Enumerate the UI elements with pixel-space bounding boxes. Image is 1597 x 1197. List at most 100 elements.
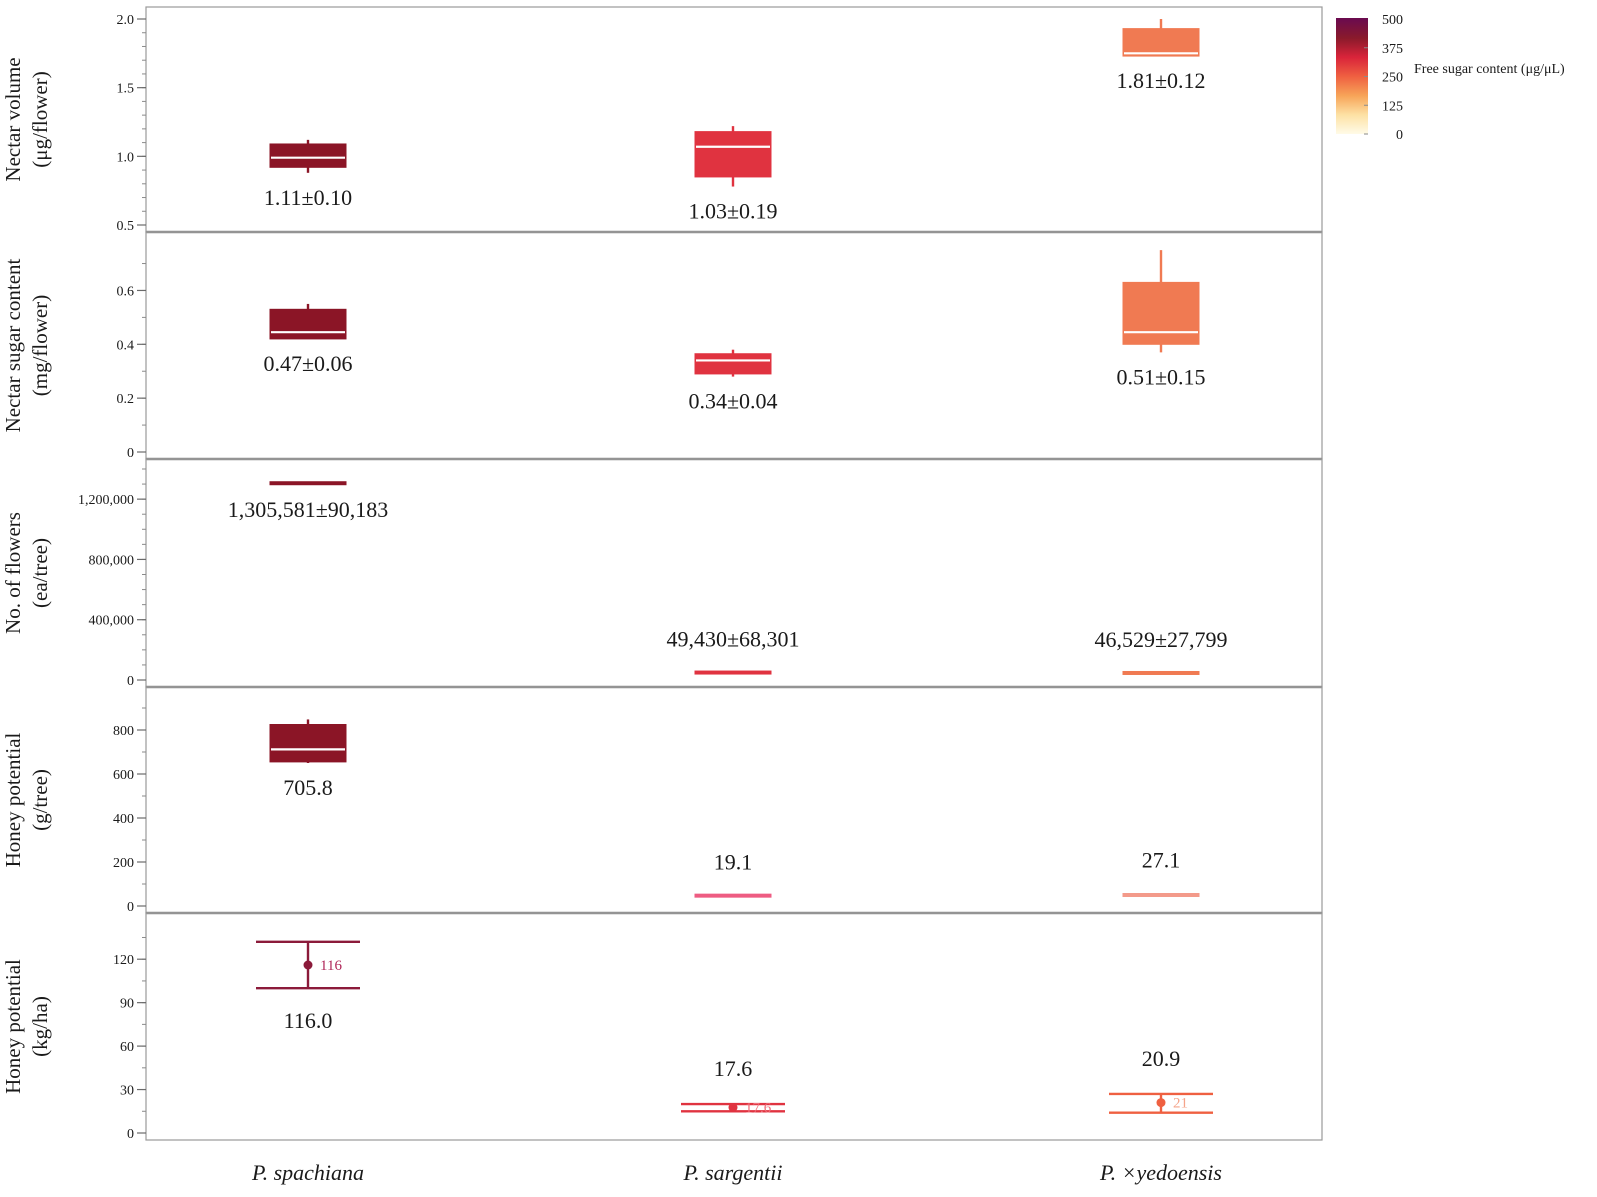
box-body <box>269 143 347 168</box>
series-item-3: 46,529±27,799 <box>1094 627 1228 675</box>
y-axis-label-line1: Nectar volume <box>1 57 25 181</box>
colorbar-gradient <box>1336 19 1368 134</box>
colorbar-legend: 500 375 250 125 0 Free sugar content (μg/μL) <box>1336 13 1565 143</box>
series-item-2: 19.1 <box>694 850 772 898</box>
y-tick-label: 0 <box>127 1127 134 1142</box>
y-tick-label: 0 <box>127 674 134 689</box>
x-category-label: P. ×yedoensis <box>1099 1160 1222 1185</box>
stat-label: 116.0 <box>284 1008 333 1033</box>
y-tick-label: 600 <box>113 768 134 783</box>
y-axis-label-line2: (kg/ha) <box>28 996 52 1057</box>
y-axis-label-line2: (mg/flower) <box>28 295 52 396</box>
stat-label: 17.6 <box>714 1056 753 1081</box>
panel-4: 0 200 400 600 800 Honey potential (g/tree) 705.… <box>1 686 1323 915</box>
box-body <box>269 308 347 340</box>
y-axis-label-line1: Nectar sugar content <box>1 258 25 432</box>
colorbar-tick-label: 500 <box>1382 13 1403 28</box>
colorbar-tick-label: 0 <box>1396 128 1403 143</box>
stat-label: 19.1 <box>714 850 753 875</box>
y-tick-label: 2.0 <box>117 13 135 28</box>
series-item-2: 17.6 17.6 <box>681 1056 785 1117</box>
x-category-label: P. spachiana <box>251 1160 364 1185</box>
y-axis-label: Honey potential (g/tree) <box>1 732 52 867</box>
stat-label: 27.1 <box>1142 847 1181 872</box>
y-axis-label: Nectar sugar content (mg/flower) <box>1 258 52 432</box>
y-axis-label-line2: (ea/tree) <box>28 538 52 608</box>
stat-label: 0.47±0.06 <box>263 351 352 376</box>
y-tick-label: 1.5 <box>117 82 135 97</box>
x-axis-categories: P. spachiana P. sargentii P. ×yedoensis <box>251 1160 1222 1185</box>
y-tick-label: 0.5 <box>117 219 135 234</box>
stat-label: 46,529±27,799 <box>1094 627 1227 652</box>
y-axis-label: No. of flowers (ea/tree) <box>1 512 52 634</box>
y-tick-label: 0 <box>127 900 134 915</box>
y-tick-label: 800,000 <box>89 553 135 568</box>
box-body <box>694 893 772 898</box>
mean-point <box>1156 1098 1166 1108</box>
y-axis-label-line2: (g/tree) <box>28 769 52 831</box>
y-axis-label-line1: Honey potential <box>1 959 25 1094</box>
y-axis-label-line2: (μg/flower) <box>28 71 52 167</box>
panel-5: 0 30 60 90 120 Honey potential (kg/ha) 116 116.0… <box>1 912 1323 1142</box>
y-axis-label: Nectar volume (μg/flower) <box>1 57 52 181</box>
series-item-2: 0.34±0.04 <box>688 349 778 414</box>
y-tick-label: 200 <box>113 856 134 871</box>
series-item-3: 21 20.9 <box>1109 1046 1213 1114</box>
box-body <box>694 131 772 178</box>
y-tick-label: 400,000 <box>89 614 135 629</box>
panel-1: 0.5 1.0 1.5 2.0 Nectar volume (μg/flower) 1.11… <box>1 6 1323 234</box>
series-item-2: 1.03±0.19 <box>688 126 778 224</box>
series-item-3: 0.51±0.15 <box>1116 250 1206 389</box>
stat-label: 1,305,581±90,183 <box>228 497 389 522</box>
y-tick-label: 120 <box>113 953 134 968</box>
panel-3: 0 400,000 800,000 1,200,000 No. of flowers (e… <box>1 458 1323 689</box>
mean-point-label: 116 <box>320 958 342 974</box>
y-tick-label: 1,200,000 <box>78 493 134 508</box>
box-body <box>269 481 347 486</box>
mean-point <box>303 960 313 970</box>
y-tick-label: 800 <box>113 724 134 739</box>
panels: 0.5 1.0 1.5 2.0 Nectar volume (μg/flower) 1.11… <box>1 6 1323 1142</box>
series-item-1: 116 116.0 <box>256 940 360 1033</box>
y-tick-label: 0.4 <box>117 338 135 353</box>
y-tick-label: 1.0 <box>117 150 135 165</box>
panel-frame <box>145 458 1323 688</box>
series-item-3: 1.81±0.12 <box>1116 19 1206 93</box>
y-axis-label-line1: Honey potential <box>1 732 25 867</box>
series-item-1: 0.47±0.06 <box>263 303 353 376</box>
mean-point <box>728 1103 738 1113</box>
colorbar-tick-label: 250 <box>1382 71 1403 86</box>
series-item-1: 1.11±0.10 <box>264 139 352 210</box>
mean-point-label: 21 <box>1173 1096 1188 1112</box>
panel-2: 0 0.2 0.4 0.6 Nectar sugar content (mg/flower… <box>1 231 1323 461</box>
colorbar-tick-label: 375 <box>1382 42 1403 57</box>
stat-label: 1.03±0.19 <box>688 199 777 224</box>
series-item-2: 49,430±68,301 <box>666 627 800 675</box>
y-axis-label: Honey potential (kg/ha) <box>1 959 52 1094</box>
stat-label: 1.11±0.10 <box>264 185 352 210</box>
panel-frame <box>145 912 1323 1141</box>
y-axis-label-line1: No. of flowers <box>1 512 25 634</box>
series-item-3: 27.1 <box>1122 847 1200 897</box>
stat-label: 0.34±0.04 <box>688 389 777 414</box>
y-tick-label: 30 <box>120 1084 134 1099</box>
box-body <box>1122 281 1200 345</box>
y-tick-label: 0 <box>127 446 134 461</box>
x-category-label: P. sargentii <box>682 1160 782 1185</box>
stat-label: 20.9 <box>1142 1046 1181 1071</box>
box-body <box>269 724 347 763</box>
panel-frame <box>145 231 1323 460</box>
box-body <box>694 353 772 375</box>
panel-frame <box>145 686 1323 914</box>
stat-label: 49,430±68,301 <box>666 627 799 652</box>
y-tick-label: 400 <box>113 812 134 827</box>
stat-label: 1.81±0.12 <box>1116 68 1205 93</box>
box-body <box>1122 670 1200 675</box>
box-body <box>1122 893 1200 897</box>
box-body <box>1122 28 1200 57</box>
y-tick-label: 0.6 <box>117 284 135 299</box>
y-tick-label: 0.2 <box>117 392 135 407</box>
stat-label: 705.8 <box>283 775 333 800</box>
box-body <box>694 670 772 675</box>
